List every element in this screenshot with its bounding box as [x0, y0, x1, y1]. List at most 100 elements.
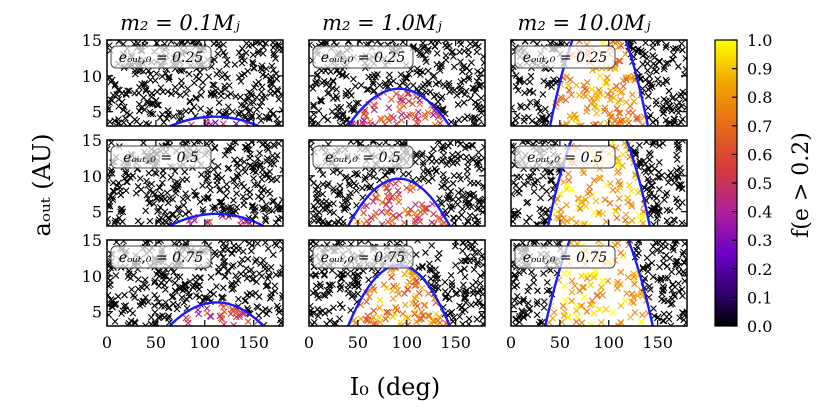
scatter-point — [258, 62, 266, 70]
scatter-point — [395, 198, 403, 206]
colorbar-tick-label: 0.8 — [747, 88, 772, 107]
scatter-point — [347, 189, 355, 197]
scatter-point — [632, 149, 639, 157]
scatter-point — [573, 81, 580, 89]
scatter-point — [242, 270, 250, 278]
scatter-point — [262, 282, 270, 290]
scatter-point — [204, 167, 212, 175]
scatter-point — [248, 41, 256, 49]
scatter-point — [464, 217, 472, 224]
scatter-point — [630, 294, 637, 301]
scatter-point — [599, 210, 607, 218]
scatter-point — [466, 179, 474, 187]
scatter-point — [530, 240, 538, 245]
scatter-point — [249, 58, 256, 66]
scatter-point — [581, 220, 588, 226]
scatter-point — [606, 96, 614, 104]
scatter-point — [413, 119, 421, 126]
scatter-point — [151, 308, 159, 316]
scatter-point — [621, 297, 629, 305]
scatter-point — [275, 140, 283, 148]
scatter-point — [513, 292, 521, 300]
scatter-point — [151, 302, 158, 309]
scatter-point — [644, 175, 652, 183]
scatter-point — [454, 189, 462, 197]
scatter-point — [171, 279, 179, 287]
scatter-point — [609, 309, 616, 317]
scatter-point — [578, 199, 585, 207]
scatter-point — [665, 179, 672, 186]
scatter-point — [622, 50, 629, 58]
scatter-point — [254, 155, 262, 163]
scatter-point — [588, 297, 596, 305]
scatter-point — [265, 115, 273, 123]
scatter-point — [107, 311, 113, 319]
scatter-point — [121, 291, 128, 299]
scatter-point — [275, 95, 283, 103]
scatter-point — [160, 118, 168, 126]
scatter-point — [630, 273, 638, 281]
scatter-point — [193, 73, 200, 81]
scatter-point — [270, 49, 278, 57]
scatter-point — [590, 309, 598, 317]
scatter-point — [230, 177, 238, 185]
scatter-point — [173, 273, 181, 281]
scatter-point — [647, 80, 655, 88]
scatter-point — [313, 77, 321, 85]
scatter-point — [389, 295, 397, 303]
scatter-point — [398, 116, 405, 124]
scatter-point — [678, 46, 686, 54]
scatter-point — [146, 70, 154, 78]
scatter-point — [403, 184, 410, 192]
scatter-point — [339, 304, 346, 312]
scatter-point — [461, 273, 469, 281]
scatter-point — [624, 115, 632, 123]
y-axis-label: aₒᵤₜ (AU) — [28, 134, 56, 237]
scatter-point — [662, 41, 670, 49]
scatter-point — [573, 303, 581, 311]
scatter-point — [385, 104, 393, 112]
scatter-point — [644, 67, 651, 74]
scatter-point — [386, 205, 394, 213]
scatter-point — [527, 173, 535, 181]
scatter-point — [617, 268, 625, 276]
scatter-point — [246, 162, 254, 170]
colorbar-tick-label: 0.4 — [747, 203, 772, 222]
scatter-point — [263, 310, 271, 318]
scatter-point — [264, 245, 272, 252]
scatter-point — [447, 140, 454, 147]
scatter-point — [586, 188, 594, 196]
scatter-point — [376, 81, 384, 89]
scatter-point — [461, 265, 468, 273]
scatter-point — [345, 101, 353, 108]
scatter-point — [448, 279, 456, 287]
scatter-point — [344, 87, 352, 95]
scatter-point — [480, 154, 485, 162]
scatter-point — [671, 293, 679, 300]
scatter-point — [360, 209, 368, 217]
scatter-point — [457, 153, 464, 161]
annotation-text: eₒᵤₜ,₀ = 0.75 — [119, 250, 204, 266]
scatter-point — [317, 283, 325, 291]
scatter-point — [384, 208, 392, 216]
scatter-point — [147, 76, 154, 84]
scatter-point — [558, 94, 566, 102]
scatter-point — [435, 40, 442, 45]
scatter-point — [405, 70, 413, 78]
scatter-point — [217, 250, 225, 257]
scatter-point — [270, 141, 277, 148]
scatter-point — [176, 210, 184, 217]
scatter-point — [445, 79, 453, 87]
scatter-point — [253, 278, 260, 286]
scatter-point — [131, 319, 139, 326]
scatter-point — [270, 66, 277, 74]
scatter-point — [450, 314, 457, 322]
scatter-point — [123, 178, 131, 186]
scatter-point — [144, 181, 152, 189]
scatter-point — [208, 140, 216, 146]
scatter-point — [374, 40, 382, 45]
scatter-point — [120, 103, 128, 111]
scatter-point — [669, 45, 677, 53]
y-tick-label: 15 — [82, 231, 102, 250]
scatter-point — [122, 168, 130, 176]
